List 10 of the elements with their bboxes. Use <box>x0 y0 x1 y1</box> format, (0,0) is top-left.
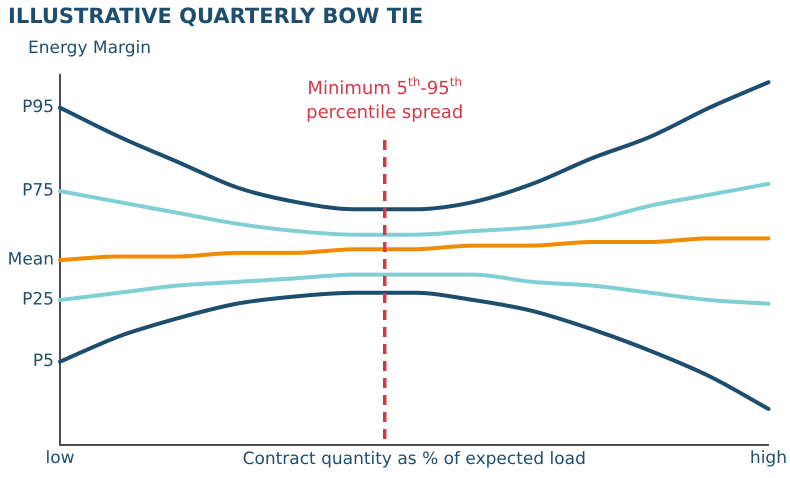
text: P5 <box>32 351 54 372</box>
x-tick-label: low <box>45 448 75 468</box>
text: Mean <box>8 250 54 270</box>
chart-title: ILLUSTRATIVE QUARTERLY BOW TIE <box>8 4 424 28</box>
text: P25 <box>22 289 54 310</box>
x-axis-title: Contract quantity as % of expected load <box>242 449 586 470</box>
text: P75 <box>22 180 54 201</box>
text: P95 <box>22 97 54 118</box>
x-tick-label: high <box>750 448 788 468</box>
y-axis-title: Energy Margin <box>28 38 151 58</box>
